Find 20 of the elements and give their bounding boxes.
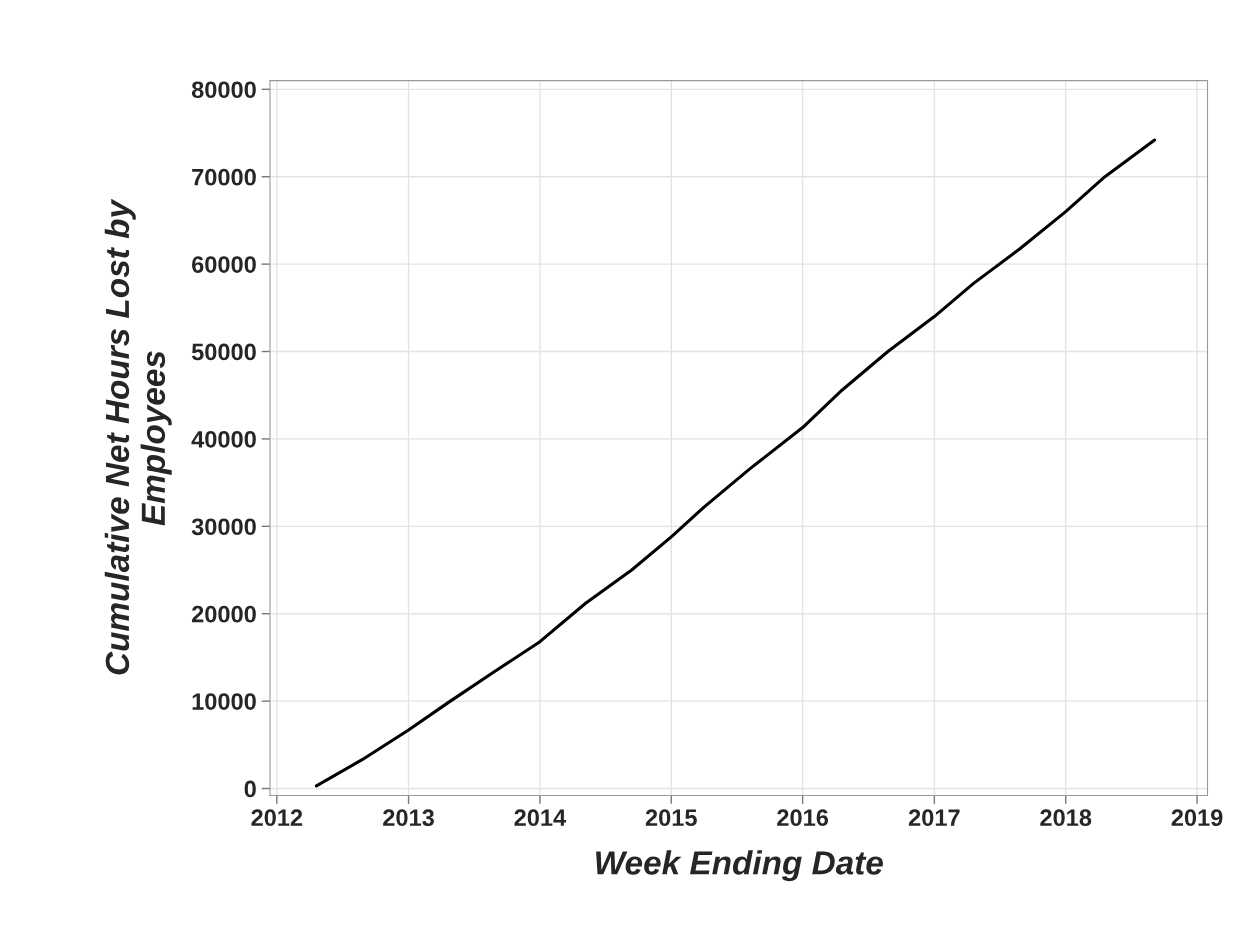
y-tick-label: 70000 [192,168,256,186]
x-tick-label: 2017 [908,809,960,827]
y-tick-label: 40000 [191,430,256,448]
x-tick-label: 2016 [777,809,829,827]
y-tick-label: 80000 [191,81,256,99]
x-axis-title: Week Ending Date [596,850,883,882]
x-tick-label: 2015 [645,809,697,827]
y-tick-label: 10000 [192,693,256,710]
x-tick-label: 2018 [1040,809,1092,827]
x-tick-label: 2019 [1171,809,1223,827]
y-tick-label: 60000 [192,256,256,273]
y-tick-label: 0 [244,780,256,798]
x-tick-label: 2012 [251,809,303,827]
y-axis-title: Cumulative Net Hours Lost by Employees [104,198,172,675]
y-tick-label: 50000 [191,343,256,361]
x-tick-label: 2013 [383,809,434,827]
y-tick-label: 20000 [191,605,256,623]
x-tick-label: 2014 [514,809,567,827]
y-tick-label: 30000 [191,518,256,536]
line-series [314,138,1157,788]
